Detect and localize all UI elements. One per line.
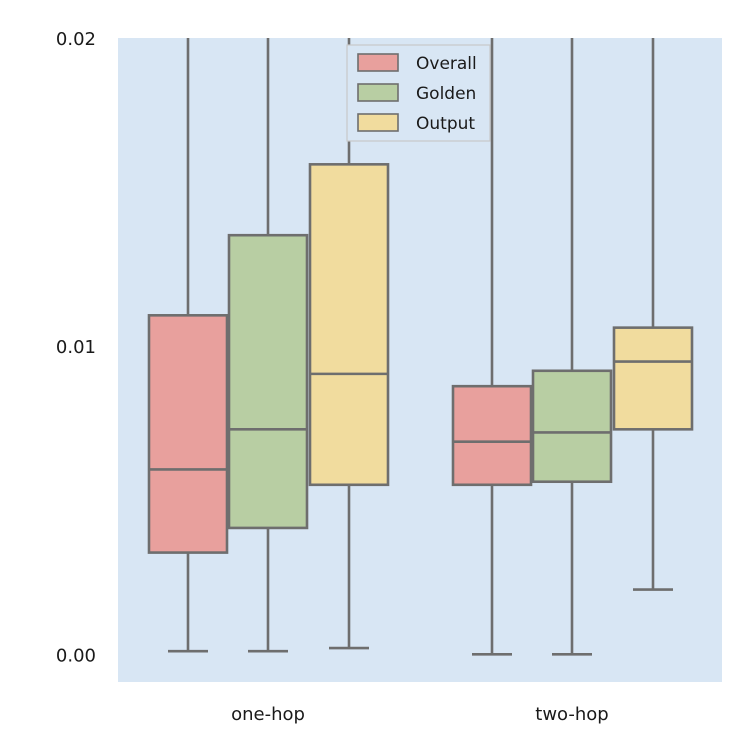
box-iqr [451, 384, 533, 487]
box-golden-two-hop [531, 38, 613, 656]
box-golden-one-hop [227, 38, 309, 653]
legend-swatch [357, 113, 399, 132]
y-tick-label: 0.00 [56, 645, 96, 666]
box-iqr [147, 314, 229, 554]
legend: Overall Golden Output [346, 44, 491, 142]
y-axis: 0.00 0.01 0.02 [56, 29, 96, 666]
x-tick-label: one-hop [231, 704, 305, 725]
legend-swatch [357, 83, 399, 102]
box-overall-one-hop [147, 38, 229, 653]
box-overall-two-hop [451, 38, 533, 656]
box-iqr [227, 233, 309, 530]
x-tick-label: two-hop [535, 704, 608, 725]
legend-swatch [357, 53, 399, 72]
box-output-one-hop [308, 38, 390, 650]
y-tick-label: 0.01 [56, 337, 96, 358]
boxes-layer [147, 38, 694, 656]
box-iqr [612, 326, 694, 431]
legend-label: Output [416, 114, 475, 134]
box-output-two-hop [612, 38, 694, 591]
x-axis: one-hop two-hop [231, 704, 609, 725]
legend-label: Overall [416, 54, 477, 74]
legend-label: Golden [416, 84, 476, 104]
box-iqr [308, 163, 390, 487]
y-tick-label: 0.02 [56, 29, 96, 50]
box-iqr [531, 369, 613, 484]
